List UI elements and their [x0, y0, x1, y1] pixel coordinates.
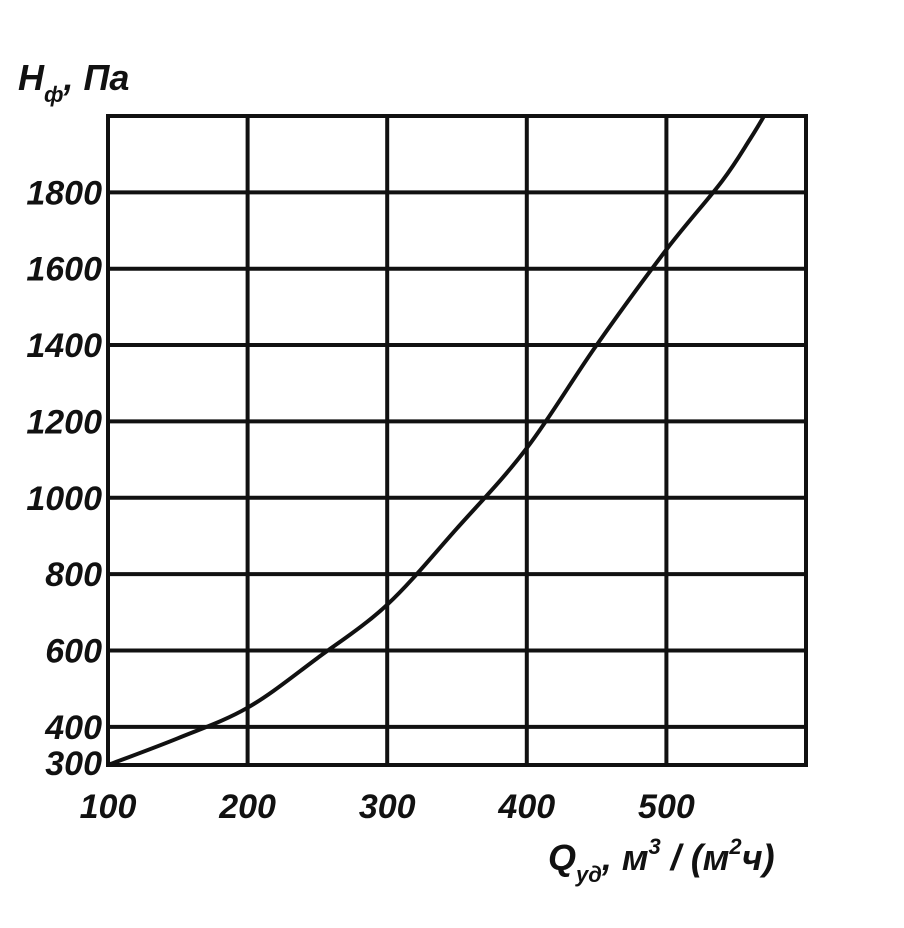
series-line — [107, 114, 766, 767]
x-tick-label: 300 — [359, 788, 416, 826]
y-axis-title-sub: ф — [44, 82, 63, 107]
y-tick-label: 300 — [45, 745, 102, 783]
y-tick-label: 400 — [44, 709, 102, 747]
y-tick-label: 1400 — [26, 327, 102, 365]
y-tick-label: 800 — [45, 556, 102, 594]
y-axis-title: Hф, Па — [18, 57, 129, 107]
x-axis-title-mid: , м — [601, 837, 649, 878]
grid — [106, 114, 808, 767]
plot-frame — [106, 114, 808, 767]
y-axis-title-rest: , Па — [62, 57, 129, 98]
x-axis-title-sup2: 2 — [728, 834, 742, 859]
x-axis-title-sub: уд — [575, 862, 602, 887]
x-tick-label: 200 — [218, 788, 276, 826]
x-axis-title: Qуд, м3 / (м2ч) — [548, 834, 775, 887]
x-tick-label: 100 — [80, 788, 137, 826]
x-axis-title-mid2: / (м — [661, 837, 730, 878]
y-tick-label: 600 — [45, 632, 102, 670]
x-tick-label: 400 — [497, 788, 555, 826]
y-tick-label: 1600 — [26, 251, 102, 289]
x-axis-title-main: Q — [548, 837, 576, 878]
x-tick-label: 500 — [638, 788, 695, 826]
x-axis-ticks: 100 200 300 400 500 — [80, 788, 695, 826]
y-tick-label: 1000 — [26, 480, 102, 518]
y-tick-label: 1200 — [26, 403, 102, 441]
y-tick-label: 1800 — [26, 174, 102, 212]
x-axis-title-sup1: 3 — [649, 834, 661, 859]
y-axis-title-main: H — [18, 57, 45, 98]
x-axis-title-end: ч) — [742, 837, 775, 878]
